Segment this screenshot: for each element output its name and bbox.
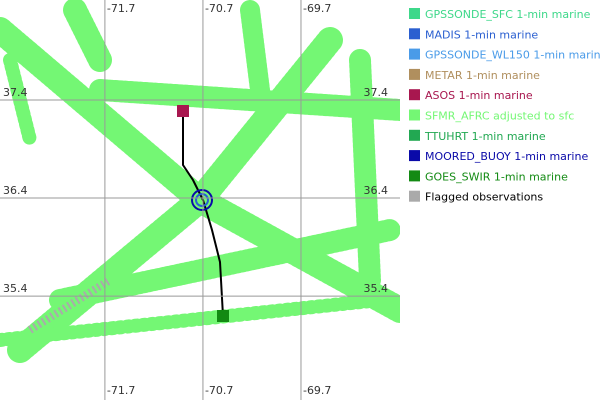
buoy-marker bbox=[191, 189, 213, 211]
lon-label-bottom: -70.7 bbox=[205, 384, 233, 397]
legend-swatch bbox=[409, 68, 420, 80]
legend-swatch bbox=[409, 28, 420, 40]
legend-label: TTUHRT 1-min marine bbox=[424, 130, 546, 143]
legend-label: GOES_SWIR 1-min marine bbox=[425, 170, 568, 183]
flagged-track bbox=[27, 276, 113, 334]
barb-track bbox=[63, 0, 112, 72]
legend-swatch bbox=[409, 170, 420, 182]
lat-label-left: 37.4 bbox=[3, 86, 28, 99]
lon-label-top: -71.7 bbox=[107, 2, 135, 15]
lat-label-left: 35.4 bbox=[3, 282, 28, 295]
legend-label: GPSSONDE_WL150 1-min marine bbox=[425, 49, 600, 62]
barb-track bbox=[349, 49, 381, 291]
legend-swatch bbox=[409, 150, 420, 162]
legend-label: Flagged observations bbox=[425, 191, 543, 204]
legend-swatch bbox=[409, 48, 420, 60]
graticule: -71.7 -71.7 -70.7 -70.7 -69.7 -69.7 37.4 37.4 36… bbox=[0, 0, 400, 400]
goes-point bbox=[217, 310, 229, 322]
legend-background bbox=[400, 0, 600, 400]
legend-label: METAR 1-min marine bbox=[425, 69, 540, 82]
lon-label-bottom: -71.7 bbox=[107, 384, 135, 397]
legend-swatch bbox=[409, 190, 420, 202]
lon-label-top: -70.7 bbox=[205, 2, 233, 15]
barb-track bbox=[49, 219, 401, 311]
lon-label-top: -69.7 bbox=[303, 2, 331, 15]
legend-label: MOORED_BUOY 1-min marine bbox=[425, 150, 588, 163]
legend-swatch bbox=[409, 109, 420, 121]
buoy-marker bbox=[195, 193, 209, 207]
legend-label: GPSSONDE_SFC 1-min marine bbox=[425, 8, 591, 21]
legend-swatch bbox=[409, 8, 420, 19]
lat-label-right: 36.4 bbox=[364, 184, 389, 197]
lat-label-right: 37.4 bbox=[364, 86, 389, 99]
legend-swatch bbox=[409, 129, 420, 141]
barb-track bbox=[0, 293, 387, 347]
barb-track bbox=[240, 0, 270, 100]
legend: GPSSONDE_SFC 1-min marine MADIS 1-min mar… bbox=[400, 0, 600, 400]
lat-label-right: 35.4 bbox=[364, 282, 389, 295]
legend-label: MADIS 1-min marine bbox=[425, 28, 538, 41]
legend-swatch bbox=[409, 89, 420, 101]
asos-station bbox=[177, 105, 189, 117]
legend-label: ASOS 1-min marine bbox=[425, 89, 533, 102]
lat-label-left: 36.4 bbox=[3, 184, 28, 197]
legend-label: SFMR_AFRC adjusted to sfc bbox=[425, 110, 574, 123]
lon-label-bottom: -69.7 bbox=[303, 384, 331, 397]
